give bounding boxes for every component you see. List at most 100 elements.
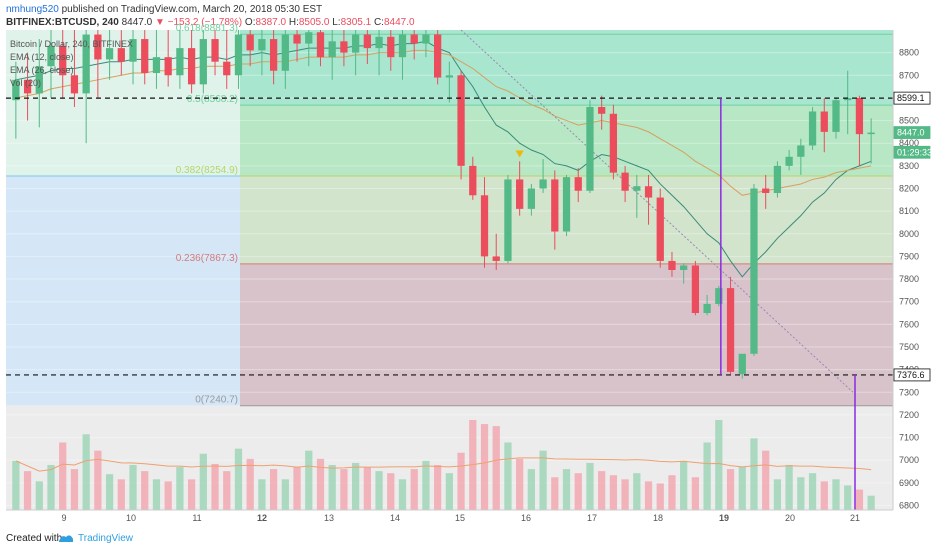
candle-body bbox=[750, 188, 758, 354]
volume-bar bbox=[211, 463, 219, 510]
candle-body bbox=[832, 100, 840, 132]
volume-bar bbox=[434, 464, 442, 510]
legend-pair: Bitcoin / Dollar, 240, BITFINEX bbox=[10, 39, 134, 49]
candle-body bbox=[70, 75, 79, 94]
volume-bar bbox=[129, 464, 137, 510]
candle-body bbox=[117, 48, 125, 62]
time-tick-label: 12 bbox=[257, 513, 267, 523]
volume-bar bbox=[516, 458, 524, 510]
candle-body bbox=[199, 39, 207, 85]
candle-body bbox=[586, 106, 594, 191]
price-tick-label: 8100 bbox=[899, 206, 919, 216]
candle-body bbox=[492, 256, 500, 261]
candle-body bbox=[656, 197, 664, 261]
candle-body bbox=[246, 34, 254, 51]
time-tick-label: 20 bbox=[785, 513, 795, 523]
candle-body bbox=[59, 45, 67, 76]
price-tick-label: 7000 bbox=[899, 455, 919, 465]
candle-body bbox=[234, 34, 243, 76]
candle-body bbox=[797, 145, 805, 157]
volume-bar bbox=[527, 469, 536, 510]
time-tick-label: 11 bbox=[192, 513, 201, 523]
time-tick-label: 16 bbox=[521, 513, 531, 523]
low-value: 8305.1 bbox=[340, 17, 372, 28]
candle-body bbox=[152, 57, 161, 74]
author-link[interactable]: nmhung520 bbox=[6, 4, 59, 15]
volume-bar bbox=[351, 462, 360, 510]
candle-body bbox=[410, 34, 418, 44]
candle-body bbox=[867, 132, 875, 135]
candle-body bbox=[269, 39, 278, 71]
price-tick-label: 8800 bbox=[899, 48, 919, 58]
volume-bar bbox=[480, 424, 489, 510]
volume-bar bbox=[105, 474, 114, 510]
volume-bar bbox=[633, 473, 641, 510]
volume-bar bbox=[141, 471, 149, 510]
candle-body bbox=[398, 34, 407, 58]
price-tick-label: 7100 bbox=[899, 433, 919, 443]
candle-body bbox=[574, 177, 582, 191]
candle-body bbox=[141, 39, 149, 74]
volume-bar bbox=[504, 442, 512, 510]
left-zone-blue bbox=[6, 176, 240, 406]
volume-bar bbox=[855, 489, 864, 510]
fib-zone-500-382 bbox=[240, 105, 893, 177]
time-tick-label: 10 bbox=[126, 513, 136, 523]
price-tick-label: 7800 bbox=[899, 274, 919, 284]
candle-body bbox=[351, 34, 360, 53]
volume-bar bbox=[199, 453, 207, 510]
price-tick-label: 8200 bbox=[899, 183, 919, 193]
candle-body bbox=[668, 260, 676, 270]
candle-body bbox=[808, 111, 817, 146]
volume-bar bbox=[808, 473, 817, 510]
volume-bar bbox=[785, 464, 793, 510]
volume-bar bbox=[703, 442, 711, 510]
volume-bar bbox=[234, 448, 243, 510]
candle-body bbox=[105, 48, 114, 60]
candle-body bbox=[703, 303, 711, 314]
candle-body bbox=[47, 45, 55, 67]
candle-body bbox=[844, 97, 852, 101]
open-label: O: bbox=[244, 17, 256, 28]
price-tag bbox=[893, 368, 931, 382]
volume-bar bbox=[35, 481, 43, 510]
volume-bar bbox=[187, 479, 196, 510]
time-tick-label: 21 bbox=[850, 513, 860, 523]
candle-body bbox=[551, 179, 559, 232]
candle-body bbox=[223, 61, 231, 76]
fib-label: 0.618(8881.3) bbox=[176, 23, 238, 34]
volume-bar bbox=[609, 475, 618, 510]
time-tick-label: 13 bbox=[324, 513, 334, 523]
candle-body bbox=[527, 188, 536, 209]
volume-bar bbox=[715, 419, 723, 510]
volume-bar bbox=[598, 471, 606, 510]
volume-bar bbox=[70, 469, 79, 510]
time-tick-label: 17 bbox=[587, 513, 597, 523]
volume-bar bbox=[844, 485, 852, 510]
symbol-label[interactable]: BITFINEX:BTCUSD, 240 bbox=[6, 17, 119, 28]
volume-bar bbox=[164, 481, 172, 510]
fib-label: 0(7240.7) bbox=[195, 395, 238, 406]
price-tag-label: 7376.6 bbox=[897, 370, 925, 380]
fib-label: 0.5(8568.2) bbox=[187, 94, 238, 105]
volume-bar bbox=[680, 460, 688, 510]
tradingview-brand[interactable]: TradingView bbox=[78, 533, 134, 544]
volume-bar bbox=[644, 481, 653, 510]
price-tag bbox=[893, 91, 931, 105]
close-label: C: bbox=[373, 17, 384, 28]
price-tick-label: 6800 bbox=[899, 500, 919, 510]
open-value: 8387.0 bbox=[255, 17, 287, 28]
candle-body bbox=[609, 113, 618, 173]
legend-ema26: EMA (26, close) bbox=[10, 65, 74, 75]
volume-bar bbox=[820, 481, 828, 510]
volume-bar bbox=[750, 438, 758, 510]
candle-body bbox=[316, 32, 325, 58]
candle-body bbox=[12, 79, 20, 101]
low-label: L: bbox=[332, 17, 341, 28]
legend-ema12: EMA (12, close) bbox=[10, 52, 74, 62]
high-value: 8505.0 bbox=[298, 17, 330, 28]
price-tick-label: 7900 bbox=[899, 251, 919, 261]
candle-body bbox=[504, 179, 512, 261]
volume-bar bbox=[246, 458, 254, 510]
price-chart[interactable]: 0.618(8881.3) 0.5(8568.2) 0.382(8254.9) 0.2… bbox=[0, 0, 932, 528]
